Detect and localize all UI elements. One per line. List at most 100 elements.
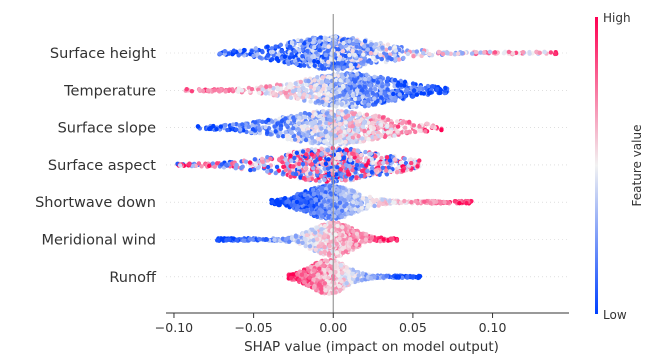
shap-point xyxy=(288,174,293,179)
shap-point xyxy=(353,96,358,102)
shap-point xyxy=(280,133,286,139)
shap-point xyxy=(351,111,356,117)
shap-point xyxy=(305,147,311,153)
shap-point xyxy=(376,114,382,119)
shap-point xyxy=(269,46,275,51)
shap-point xyxy=(237,48,243,54)
shap-point xyxy=(343,178,348,183)
shap-point xyxy=(308,203,313,208)
shap-point xyxy=(320,109,326,114)
shap-point xyxy=(283,116,288,121)
shap-point xyxy=(357,111,363,116)
shap-point xyxy=(351,199,356,205)
shap-point xyxy=(212,164,218,169)
shap-point xyxy=(324,120,329,126)
shap-point xyxy=(408,157,413,162)
shap-point xyxy=(324,186,329,192)
shap-point xyxy=(324,111,329,116)
shap-point xyxy=(352,52,357,58)
shap-point xyxy=(358,73,364,78)
shap-point xyxy=(312,191,317,197)
shap-point xyxy=(268,156,273,161)
shap-point xyxy=(407,129,412,135)
shap-point xyxy=(287,44,293,49)
shap-point xyxy=(369,42,374,47)
shap-point xyxy=(243,122,248,127)
shap-point xyxy=(330,66,335,71)
shap-point xyxy=(223,89,228,94)
shap-point xyxy=(293,81,298,86)
shap-point xyxy=(460,51,465,56)
shap-point xyxy=(252,157,258,162)
shap-point xyxy=(338,129,343,134)
shap-point xyxy=(336,67,341,72)
shap-point xyxy=(352,194,357,199)
shap-point xyxy=(438,200,443,206)
shap-point xyxy=(394,119,400,124)
shap-point xyxy=(246,124,252,129)
shap-point xyxy=(335,165,340,170)
shap-point xyxy=(312,139,317,144)
shap-point xyxy=(270,49,275,55)
shap-point xyxy=(340,125,345,130)
shap-point xyxy=(326,37,332,43)
shap-point xyxy=(348,176,354,181)
shap-point xyxy=(385,117,391,122)
shap-point xyxy=(328,75,333,80)
shap-point xyxy=(294,150,300,156)
shap-point xyxy=(364,197,369,203)
shap-point xyxy=(318,195,324,200)
shap-point xyxy=(344,201,349,207)
shap-point xyxy=(304,87,309,93)
shap-point xyxy=(314,95,319,100)
shap-point xyxy=(319,126,324,131)
shap-point xyxy=(354,119,359,124)
shap-point xyxy=(375,130,381,136)
shap-point xyxy=(395,124,401,129)
shap-point xyxy=(300,149,306,154)
shap-point xyxy=(310,48,315,53)
shap-point xyxy=(394,169,400,175)
shap-point xyxy=(283,130,288,135)
shap-point xyxy=(368,124,373,129)
shap-point xyxy=(420,50,426,56)
shap-point xyxy=(187,161,192,166)
shap-point xyxy=(299,38,304,44)
shap-point xyxy=(265,44,270,49)
shap-point xyxy=(297,115,302,121)
shap-point xyxy=(184,86,189,92)
shap-point xyxy=(302,110,308,116)
shap-point xyxy=(234,127,239,132)
shap-point xyxy=(308,84,314,90)
shap-point xyxy=(402,198,407,204)
shap-point xyxy=(346,195,351,200)
shap-point xyxy=(412,160,417,165)
shap-point xyxy=(338,87,343,92)
shap-point xyxy=(361,59,367,64)
shap-point xyxy=(351,189,356,194)
shap-point xyxy=(305,133,310,138)
shap-point xyxy=(381,160,386,165)
shap-point xyxy=(378,90,384,96)
shap-point xyxy=(309,135,314,140)
shap-point xyxy=(387,169,393,174)
shap-point xyxy=(358,50,363,55)
shap-point xyxy=(293,171,299,177)
shap-point xyxy=(320,75,325,80)
shap-point xyxy=(349,73,355,78)
shap-point xyxy=(404,129,409,135)
shap-point xyxy=(276,168,282,173)
shap-point xyxy=(291,126,296,131)
shap-point xyxy=(378,52,383,58)
shap-point xyxy=(417,86,423,91)
shap-point xyxy=(369,169,374,175)
shap-point xyxy=(335,126,341,131)
shap-point xyxy=(296,131,302,136)
shap-point xyxy=(315,59,321,65)
shap-point xyxy=(323,210,328,216)
shap-point xyxy=(222,49,228,54)
shap-point xyxy=(448,51,454,56)
shap-point xyxy=(358,201,364,207)
shap-point xyxy=(325,141,330,147)
shap-point xyxy=(384,47,389,52)
